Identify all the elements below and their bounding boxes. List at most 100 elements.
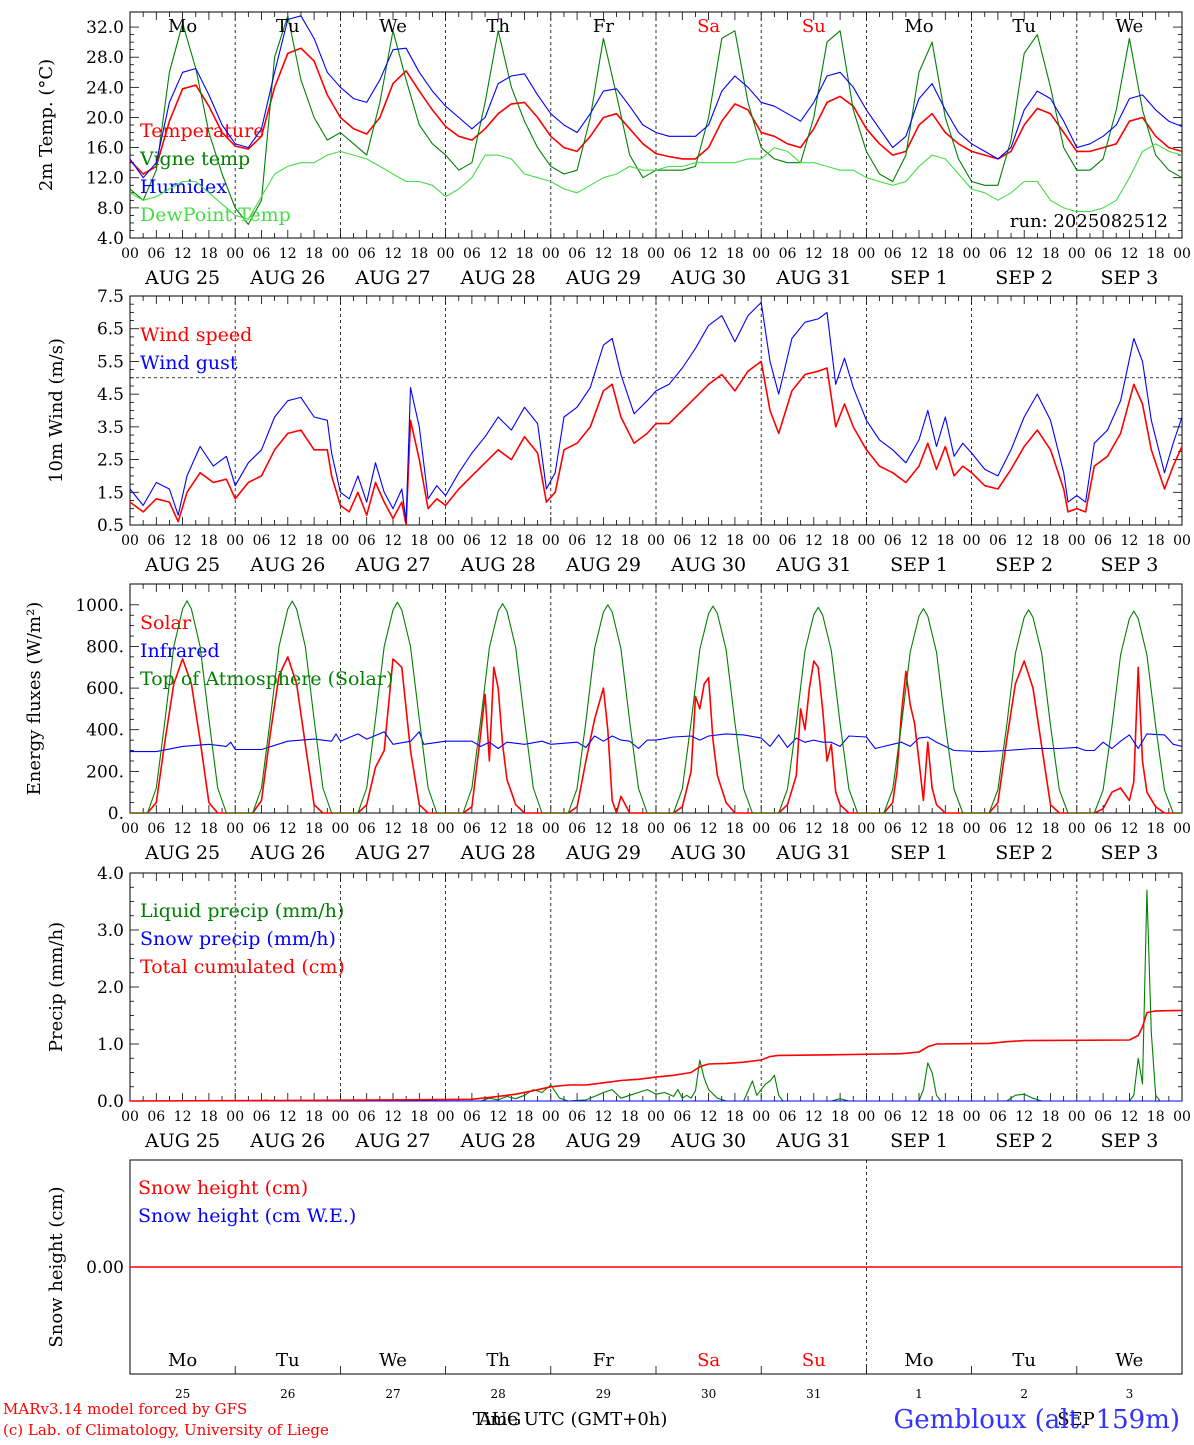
hour-tick-label: 18: [936, 821, 954, 837]
hour-tick-label: 06: [779, 246, 797, 262]
hour-tick-label: 00: [647, 246, 665, 262]
hour-tick-label: 18: [410, 533, 428, 549]
hour-tick-label: 06: [989, 1109, 1007, 1125]
hour-tick-label: 00: [437, 1109, 455, 1125]
hour-tick-label: 18: [1147, 246, 1165, 262]
panel-2: 0. 200. 400. 600. 800. 1000. Energy fluxes (W/…: [24, 583, 1191, 864]
hour-tick-label: 12: [489, 1109, 507, 1125]
y-tick-label: 0.00: [86, 1258, 124, 1278]
hour-tick-label: 00: [121, 1109, 139, 1125]
series-line-solar: [130, 656, 1182, 814]
weekday-label: We: [379, 1350, 407, 1371]
weekday-label: Tu: [1012, 1350, 1036, 1371]
hour-tick-label: 00: [437, 821, 455, 837]
date-label: AUG 31: [775, 1130, 851, 1152]
day-number-label: 26: [280, 1387, 295, 1401]
hour-tick-label: 06: [989, 821, 1007, 837]
date-label: SEP 3: [1100, 842, 1158, 864]
day-number-label: 29: [596, 1387, 611, 1401]
hour-tick-label: 00: [647, 1109, 665, 1125]
weekday-label: Th: [486, 1350, 510, 1371]
hour-tick-label: 18: [305, 246, 323, 262]
hour-tick-label: 12: [174, 1109, 192, 1125]
hour-tick-label: 06: [884, 533, 902, 549]
hour-tick-label: 00: [1173, 1109, 1191, 1125]
hour-tick-label: 06: [673, 1109, 691, 1125]
hour-tick-label: 18: [621, 533, 639, 549]
date-label: AUG 25: [144, 267, 220, 289]
hour-tick-label: 00: [857, 246, 875, 262]
y-tick-label: 6.5: [97, 320, 124, 340]
hour-tick-label: 00: [331, 821, 349, 837]
date-label: AUG 31: [775, 554, 851, 576]
legend-entry: Solar: [140, 612, 192, 634]
hour-tick-label: 00: [1068, 1109, 1086, 1125]
date-label: SEP 1: [890, 842, 948, 864]
hour-tick-label: 12: [384, 821, 402, 837]
date-label: AUG 26: [249, 554, 325, 576]
hour-tick-label: 00: [542, 246, 560, 262]
hour-tick-label: 06: [673, 533, 691, 549]
hour-tick-label: 00: [857, 1109, 875, 1125]
hour-tick-label: 00: [121, 246, 139, 262]
date-label: SEP 2: [995, 267, 1053, 289]
hour-tick-label: 18: [726, 1109, 744, 1125]
weekday-label: Su: [802, 16, 826, 37]
hour-tick-label: 12: [174, 246, 192, 262]
hour-tick-label: 06: [463, 821, 481, 837]
weekday-label: Mo: [904, 1350, 933, 1371]
hour-tick-label: 06: [147, 821, 165, 837]
hour-tick-label: 06: [358, 821, 376, 837]
hour-tick-label: 06: [1094, 246, 1112, 262]
date-label: SEP 2: [995, 1130, 1053, 1152]
date-label: SEP 3: [1100, 267, 1158, 289]
hour-tick-label: 06: [884, 821, 902, 837]
hour-tick-label: 00: [963, 533, 981, 549]
hour-tick-label: 12: [384, 533, 402, 549]
hour-tick-label: 12: [174, 821, 192, 837]
hour-tick-label: 12: [489, 533, 507, 549]
y-tick-label: 32.0: [86, 18, 124, 38]
legend-entry: Top of Atmosphere (Solar): [140, 668, 393, 690]
hour-tick-label: 06: [253, 246, 271, 262]
hour-tick-label: 12: [489, 246, 507, 262]
date-label: AUG 28: [460, 554, 536, 576]
hour-tick-label: 06: [568, 533, 586, 549]
hour-tick-label: 12: [279, 1109, 297, 1125]
weekday-label: Sa: [697, 16, 720, 37]
hour-tick-label: 00: [752, 1109, 770, 1125]
hour-tick-label: 00: [647, 533, 665, 549]
hour-tick-label: 06: [1094, 821, 1112, 837]
hour-tick-label: 00: [857, 821, 875, 837]
legend-entry: DewPoint Temp: [140, 204, 291, 226]
date-label: SEP 1: [890, 1130, 948, 1152]
hour-tick-label: 00: [1068, 821, 1086, 837]
y-tick-label: 0.0: [97, 1092, 124, 1112]
hour-tick-label: 00: [963, 246, 981, 262]
y-axis-label: 2m Temp. (°C): [36, 59, 57, 191]
hour-tick-label: 12: [805, 1109, 823, 1125]
legend-entry: Total cumulated (cm): [140, 956, 345, 978]
panel-1: 0.5 1.5 2.5 3.5 4.5 5.5 6.5 7.5 10m Wind (m/s) Wi…: [46, 287, 1191, 576]
weekday-label: Tu: [1012, 16, 1036, 37]
series-line-infrared: [130, 731, 1183, 753]
hour-tick-label: 12: [700, 246, 718, 262]
hour-tick-label: 12: [1120, 821, 1138, 837]
hour-tick-label: 18: [305, 821, 323, 837]
hour-tick-label: 12: [805, 821, 823, 837]
hour-tick-label: 06: [779, 821, 797, 837]
hour-tick-label: 06: [1094, 533, 1112, 549]
weekday-label: Mo: [168, 16, 197, 37]
hour-tick-label: 00: [647, 821, 665, 837]
hour-tick-label: 12: [174, 533, 192, 549]
hour-tick-label: 00: [226, 1109, 244, 1125]
date-label: AUG 25: [144, 554, 220, 576]
hour-tick-label: 06: [779, 533, 797, 549]
hour-tick-label: 18: [305, 1109, 323, 1125]
y-tick-label: 24.0: [86, 78, 124, 98]
hour-tick-label: 12: [1015, 1109, 1033, 1125]
series-line-wind-speed: [129, 360, 1183, 526]
hour-tick-label: 00: [1068, 533, 1086, 549]
y-tick-label: 1000.: [75, 596, 124, 616]
